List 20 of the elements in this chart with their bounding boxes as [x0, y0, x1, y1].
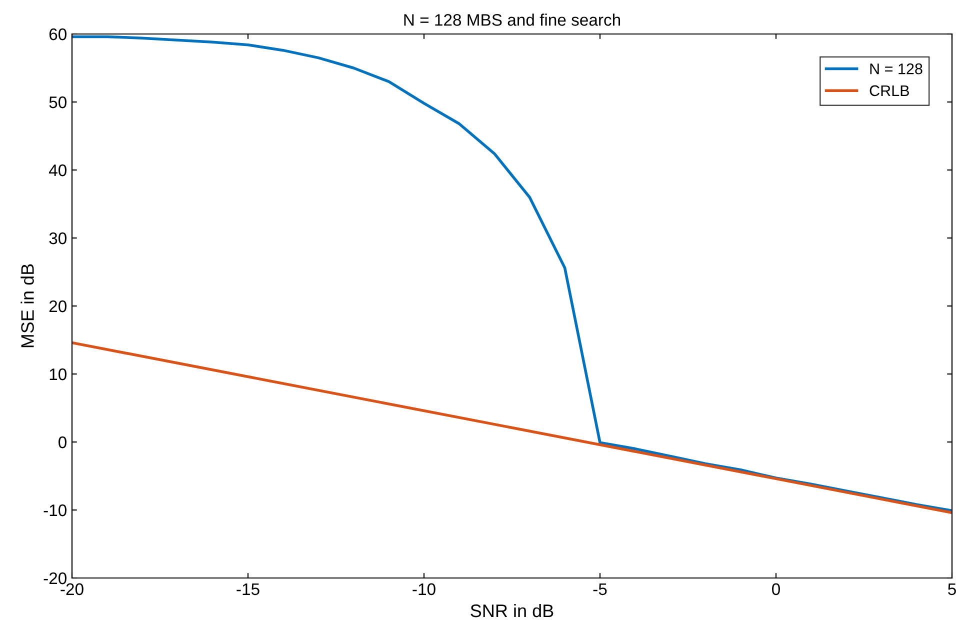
y-tick-label: 40 [48, 164, 66, 176]
x-axis-title: SNR in dB [470, 604, 554, 618]
y-tick-label: 20 [49, 300, 66, 312]
y-tick-label: 30 [49, 232, 66, 244]
x-tick-label: -15 [236, 583, 260, 596]
legend-label: CRLB [870, 85, 909, 96]
y-axis-title: MSE in dB [20, 264, 34, 348]
legend-label: N = 128 [870, 63, 922, 74]
x-tick-label: 5 [948, 583, 956, 596]
y-tick-label: 10 [50, 368, 66, 380]
y-tick-label: -20 [44, 572, 66, 584]
y-tick-label: -10 [44, 504, 66, 516]
y-tick-label: 60 [49, 28, 66, 40]
x-tick-label: -10 [412, 583, 436, 596]
x-tick-label: -20 [60, 583, 84, 596]
y-tick-label: 50 [49, 96, 66, 108]
chart-title: N = 128 MBS and fine search [404, 14, 620, 26]
y-tick-label: 0 [58, 436, 66, 448]
x-tick-label: -5 [593, 583, 607, 596]
x-tick-label: 0 [772, 583, 780, 596]
